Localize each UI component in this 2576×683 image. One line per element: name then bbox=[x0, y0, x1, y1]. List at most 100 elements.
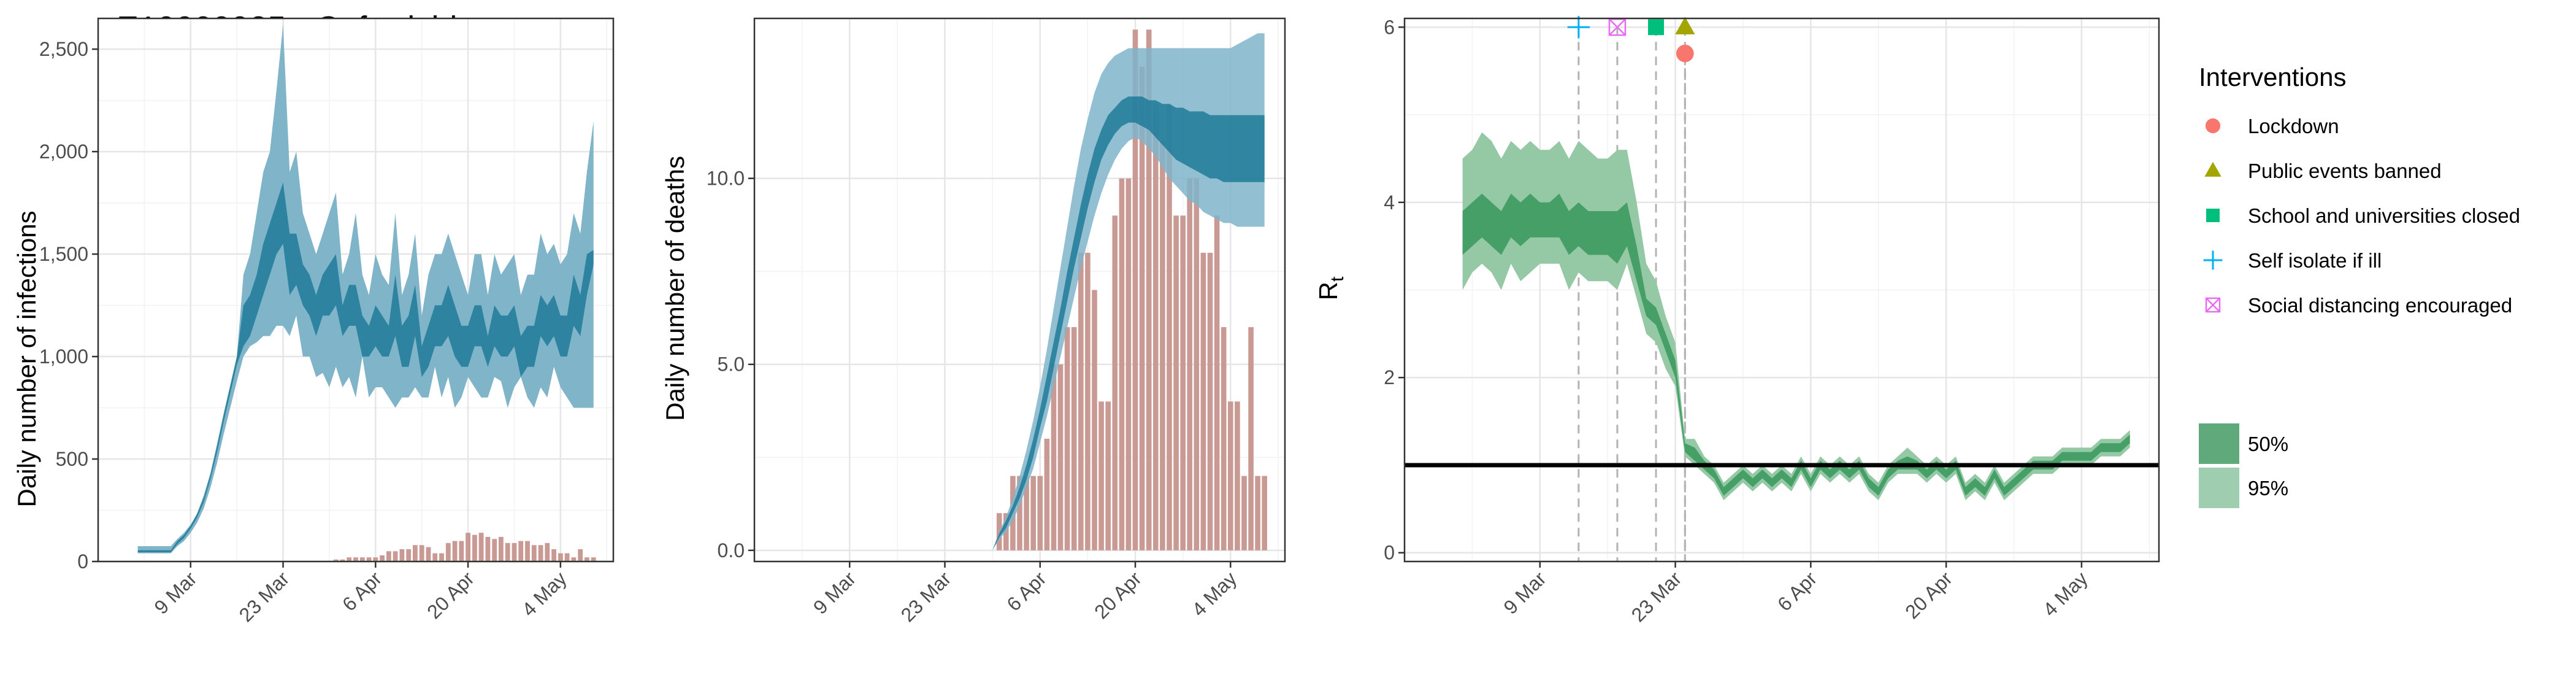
bar bbox=[1030, 476, 1036, 550]
x-tick-label: 9 Mar bbox=[1499, 567, 1551, 619]
x-tick-label: 9 Mar bbox=[809, 567, 861, 619]
y-tick-label: 1,500 bbox=[39, 243, 88, 265]
panel-rt-grid bbox=[1405, 18, 2159, 561]
bar bbox=[1173, 215, 1179, 550]
panel-rt-x-ticks: 9 Mar 23 Mar 6 Apr 20 Apr 4 May bbox=[1499, 561, 2092, 626]
legend-ci-swatch bbox=[2199, 423, 2239, 464]
y-tick-label: 500 bbox=[56, 448, 88, 470]
bar bbox=[472, 534, 477, 561]
y-tick-label: 1,000 bbox=[39, 345, 88, 368]
bar bbox=[393, 551, 398, 561]
bar bbox=[531, 545, 537, 561]
bar bbox=[1160, 141, 1165, 550]
bar bbox=[1078, 252, 1084, 550]
panel-rt-y-ticks: 0 2 4 6 bbox=[1384, 16, 1405, 564]
bar bbox=[1051, 364, 1057, 550]
bar bbox=[1214, 215, 1220, 550]
bar bbox=[585, 557, 589, 561]
bar bbox=[558, 553, 563, 561]
bar bbox=[538, 545, 543, 561]
bar bbox=[1125, 178, 1132, 550]
panel-deaths-y-ticks: 0.0 5.0 10.0 bbox=[707, 168, 754, 561]
infections-y-axis-title: Daily number of infections bbox=[12, 210, 41, 507]
bar bbox=[1221, 327, 1227, 550]
bar bbox=[1255, 476, 1260, 550]
x-tick-label: 23 Mar bbox=[897, 567, 956, 626]
panel-rt-marks bbox=[1405, 16, 2159, 561]
bar bbox=[1248, 327, 1254, 550]
bar bbox=[366, 557, 372, 561]
intervention-marker-plus bbox=[1567, 16, 1590, 39]
bar bbox=[1024, 476, 1029, 550]
bar bbox=[439, 553, 444, 561]
bar bbox=[1194, 178, 1200, 550]
y-tick-label: 10.0 bbox=[707, 168, 745, 190]
bar bbox=[340, 559, 345, 561]
x-tick-label: 4 May bbox=[518, 567, 571, 620]
bar bbox=[419, 545, 424, 561]
bar bbox=[1180, 215, 1186, 550]
bar bbox=[512, 542, 517, 561]
bar bbox=[1017, 476, 1022, 550]
rt-y-axis-title: Rt bbox=[1314, 276, 1347, 300]
y-tick-label: 0 bbox=[1384, 542, 1395, 564]
bar bbox=[591, 557, 596, 561]
panel-infections-y-ticks: 0 500 1,000 1,500 2,000 2,500 bbox=[39, 38, 98, 573]
bar bbox=[1207, 252, 1213, 550]
intervention-marker-boxcross bbox=[1608, 18, 1627, 36]
legend-marker-circle bbox=[2205, 118, 2221, 134]
y-tick-label: 6 bbox=[1384, 16, 1395, 38]
x-tick-label: 6 Apr bbox=[1773, 567, 1822, 615]
bar bbox=[1187, 178, 1192, 550]
legend-label: Self isolate if ill bbox=[2248, 249, 2382, 272]
bar bbox=[518, 541, 524, 561]
rt-y-axis-title-subscript: t bbox=[1327, 276, 1347, 282]
panel-infections: 0 500 1,000 1,500 2,000 2,500 9 Mar 23 Mar 6 Ap… bbox=[12, 17, 615, 626]
bar bbox=[545, 542, 550, 561]
deaths-band-50 bbox=[795, 96, 1265, 550]
panel-infections-border bbox=[97, 17, 615, 563]
bar bbox=[353, 557, 358, 561]
panel-infections-marks bbox=[137, 25, 596, 561]
bar bbox=[426, 547, 431, 561]
bar bbox=[399, 549, 405, 561]
legend-ci-swatch bbox=[2199, 468, 2239, 508]
bar bbox=[413, 545, 418, 561]
x-tick-label: 4 May bbox=[1187, 567, 1241, 620]
legend-ci-label: 50% bbox=[2248, 433, 2288, 455]
bar bbox=[499, 536, 504, 561]
bar bbox=[1092, 290, 1097, 550]
y-tick-label: 4 bbox=[1384, 191, 1395, 214]
bar bbox=[1037, 476, 1043, 550]
x-tick-label: 20 Apr bbox=[1090, 567, 1146, 623]
bar bbox=[386, 551, 391, 561]
bar bbox=[505, 542, 510, 561]
bar bbox=[1262, 476, 1267, 550]
bar bbox=[347, 557, 352, 561]
bar bbox=[1228, 401, 1233, 550]
legend-ci-label: 95% bbox=[2248, 477, 2288, 500]
legend-marker-plus bbox=[2203, 250, 2223, 270]
bar bbox=[445, 542, 451, 561]
bar bbox=[1044, 439, 1050, 550]
legend-label: Lockdown bbox=[2248, 115, 2339, 137]
bar bbox=[1235, 401, 1240, 550]
bar bbox=[1139, 66, 1145, 550]
legend-interventions-title: Interventions bbox=[2199, 63, 2346, 91]
panel-deaths-marks bbox=[795, 29, 1267, 550]
rt-band-50 bbox=[1462, 193, 2130, 496]
intervention-marker-triangle bbox=[1675, 17, 1695, 34]
x-tick-label: 4 May bbox=[2039, 567, 2092, 620]
bar bbox=[466, 533, 470, 561]
bar bbox=[485, 536, 491, 561]
rt-y-axis-title-main: R bbox=[1314, 282, 1343, 300]
bar bbox=[564, 553, 570, 561]
bar bbox=[333, 559, 339, 561]
y-tick-label: 2,500 bbox=[39, 38, 88, 60]
bar bbox=[1241, 476, 1247, 550]
intervention-marker-circle bbox=[1676, 44, 1694, 63]
legend-label: School and universities closed bbox=[2248, 204, 2520, 227]
bar bbox=[478, 533, 484, 561]
panel-deaths-x-ticks: 9 Mar 23 Mar 6 Apr 20 Apr 4 May bbox=[809, 561, 1241, 626]
